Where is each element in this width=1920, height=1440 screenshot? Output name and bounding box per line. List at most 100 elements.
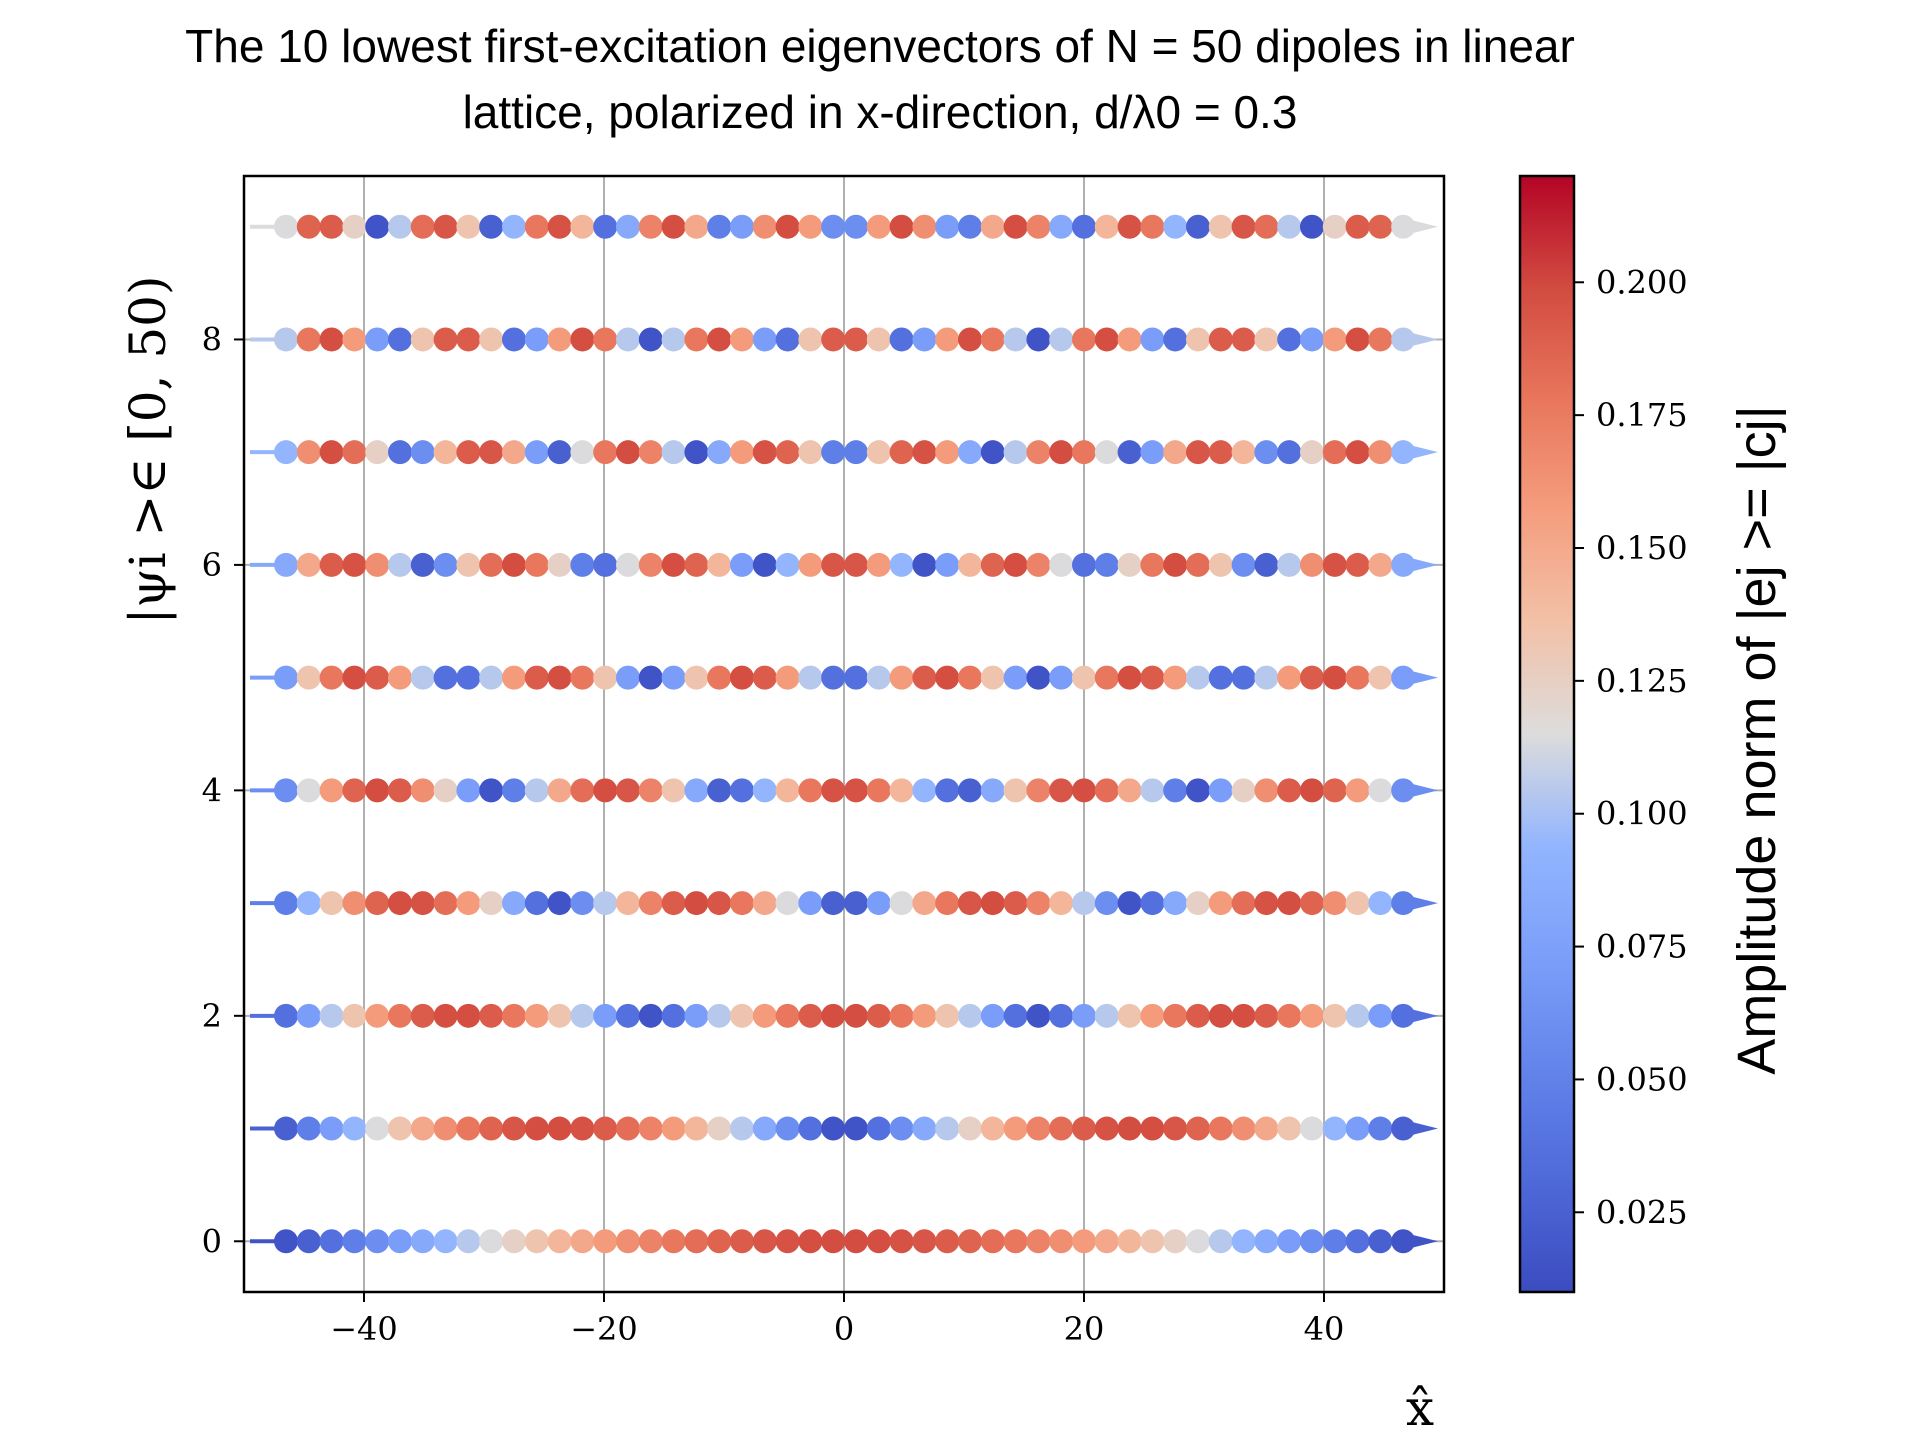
dipole-point	[821, 778, 846, 803]
dipole-point	[388, 440, 412, 465]
dipole-point	[707, 214, 732, 239]
dipole-point	[365, 552, 390, 577]
dipole-point	[1049, 440, 1074, 465]
dipole-point	[661, 552, 686, 577]
dipole-point	[935, 665, 960, 690]
dipole-point	[661, 327, 686, 352]
dipole-point	[1208, 665, 1233, 690]
dipole-point	[1368, 552, 1393, 577]
dipole-point	[730, 1229, 754, 1254]
dipole-point	[1254, 327, 1279, 352]
dipole-point	[547, 440, 572, 465]
dipole-point	[319, 1116, 344, 1141]
dipole-point	[866, 440, 891, 465]
dipole-point	[433, 1003, 458, 1028]
x-tick-label: 20	[1064, 1310, 1105, 1348]
dipole-point	[1186, 1116, 1210, 1141]
y-axis-label: |ψi >∈ [0, 50)	[119, 276, 177, 625]
dipole-point	[1322, 891, 1347, 916]
dipole-point	[1094, 665, 1119, 690]
dipole-point	[296, 552, 321, 577]
dipole-point	[866, 327, 891, 352]
dipole-point	[593, 665, 618, 690]
dipole-point	[479, 1229, 504, 1254]
colorbar	[1518, 174, 1576, 1294]
eigenvector-row-2	[250, 1003, 1438, 1028]
dipole-point	[1049, 1229, 1074, 1254]
dipole-point	[456, 214, 481, 239]
dipole-point	[935, 552, 960, 577]
dipole-point	[456, 440, 481, 465]
dipole-point	[593, 1003, 618, 1028]
dipole-point	[616, 665, 640, 690]
dipole-point	[1208, 778, 1233, 803]
dipole-point	[1186, 552, 1210, 577]
dipole-point	[1072, 1229, 1096, 1254]
eigenvector-rows	[250, 214, 1438, 1254]
dipole-point	[1186, 665, 1210, 690]
dipole-point	[1208, 1003, 1233, 1028]
y-axis-ticks: 0 2 4 6 8	[202, 320, 244, 1260]
dipole-point	[1368, 665, 1393, 690]
dipole-point	[707, 665, 732, 690]
dipole-point	[1117, 440, 1142, 465]
dipole-point	[479, 552, 504, 577]
dipole-point	[1117, 327, 1142, 352]
dipole-point	[1049, 214, 1074, 239]
dipole-point	[502, 665, 526, 690]
dipole-point	[616, 214, 640, 239]
eigenvector-row-0	[250, 1229, 1438, 1254]
dipole-point	[1231, 778, 1256, 803]
y-tick-label: 6	[202, 546, 222, 584]
dipole-point	[524, 778, 549, 803]
dipole-point	[889, 327, 914, 352]
dipole-arrow-head	[1402, 1119, 1438, 1138]
x-tick-label: −40	[330, 1310, 398, 1348]
dipole-point	[1277, 1229, 1302, 1254]
dipole-point	[1163, 1003, 1188, 1028]
dipole-point	[410, 327, 435, 352]
dipole-point	[502, 552, 526, 577]
dipole-point	[570, 891, 595, 916]
dipole-point	[616, 1003, 640, 1028]
dipole-point	[844, 891, 868, 916]
dipole-point	[1186, 327, 1210, 352]
dipole-point	[1072, 1116, 1096, 1141]
dipole-point	[479, 1003, 504, 1028]
dipole-point	[1368, 1003, 1393, 1028]
dipole-point	[638, 778, 663, 803]
dipole-point	[752, 552, 777, 577]
dipole-point	[1163, 1116, 1188, 1141]
dipole-point	[1368, 214, 1393, 239]
dipole-point	[1186, 440, 1210, 465]
dipole-point	[730, 891, 754, 916]
dipole-point	[547, 214, 572, 239]
dipole-point	[730, 552, 754, 577]
dipole-point	[1345, 1229, 1370, 1254]
dipole-point	[752, 440, 777, 465]
dipole-point	[980, 440, 1005, 465]
dipole-point	[958, 214, 982, 239]
dipole-point	[433, 778, 458, 803]
dipole-point	[684, 440, 709, 465]
dipole-point	[821, 440, 846, 465]
dipole-point	[1208, 552, 1233, 577]
y-tick-label: 8	[202, 320, 222, 358]
dipole-point	[547, 778, 572, 803]
dipole-point	[1300, 665, 1324, 690]
dipole-point	[752, 327, 777, 352]
dipole-point	[274, 1003, 298, 1028]
dipole-point	[570, 552, 595, 577]
colorbar-tick-label: 0.025	[1596, 1193, 1688, 1231]
y-tick-label: 0	[202, 1222, 222, 1260]
colorbar-label: Amplitude norm of |ej >= |cj|	[1727, 405, 1787, 1074]
dipole-point	[958, 778, 982, 803]
dipole-point	[661, 665, 686, 690]
x-axis-ticks: −40 −20 0 20 40	[330, 1292, 1344, 1348]
dipole-point	[684, 552, 709, 577]
dipole-point	[502, 214, 526, 239]
dipole-point	[821, 552, 846, 577]
dipole-point	[1072, 665, 1096, 690]
dipole-point	[1254, 1229, 1279, 1254]
dipole-point	[1186, 1003, 1210, 1028]
